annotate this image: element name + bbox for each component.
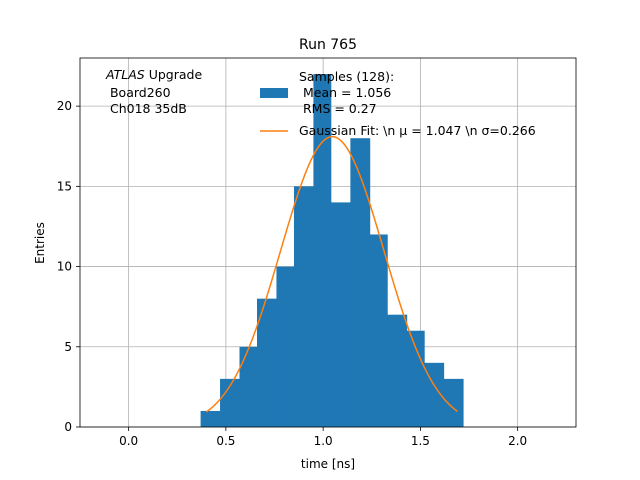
histogram-bar [330,202,351,427]
y-tick-label: 10 [57,260,72,274]
histogram-bar [239,346,258,427]
histogram-bar [387,314,408,427]
board-label: Board260 [106,85,171,100]
x-tick-label: 2.0 [508,434,527,448]
histogram-bar [220,378,240,427]
histogram-bar [443,378,464,427]
upgrade-label: Upgrade [145,67,203,82]
y-tick-label: 5 [64,340,72,354]
histogram-bar [313,74,332,427]
atlas-label: ATLAS [105,67,145,82]
y-tick-label: 20 [57,99,72,113]
x-axis-ticks: 0.0 0.5 1.0 1.5 2.0 [119,427,527,448]
y-tick-label: 15 [57,179,72,193]
legend-hist-swatch [260,88,288,98]
histogram-bar [257,298,277,427]
legend: Samples (128): Mean = 1.056 RMS = 0.27 G… [260,69,536,138]
histogram-bar [350,138,371,427]
y-tick-label: 0 [64,420,72,434]
x-tick-label: 1.5 [411,434,430,448]
legend-fit-label: Gaussian Fit: \n μ = 1.047 \n σ=0.266 [299,123,536,138]
histogram-bar [424,362,445,427]
histogram-bar [369,234,388,427]
legend-hist-line1: Samples (128): [299,69,394,84]
y-axis-label: Entries [33,222,47,264]
x-axis-label: time [ns] [301,457,355,471]
histogram-bar [200,410,221,427]
histogram-bar [276,266,295,427]
channel-label: Ch018 35dB [106,101,187,116]
histogram-bar [406,330,425,427]
chart-title: Run 765 [299,37,357,53]
y-axis-ticks: 0 5 10 15 20 [57,99,80,434]
x-tick-label: 1.0 [314,434,333,448]
legend-hist-line3: RMS = 0.27 [299,101,377,116]
plot-frame [79,57,577,428]
histogram-bars [200,74,464,427]
legend-hist-line2: Mean = 1.056 [299,85,391,100]
x-tick-label: 0.0 [119,434,138,448]
gaussian-fit-line [205,135,458,413]
atlas-annotation: ATLAS Upgrade Board260 Ch018 35dB [105,67,202,116]
svg-text:ATLAS Upgrade: ATLAS Upgrade [105,67,202,82]
histogram-bar [293,186,314,427]
x-tick-label: 0.5 [216,434,235,448]
